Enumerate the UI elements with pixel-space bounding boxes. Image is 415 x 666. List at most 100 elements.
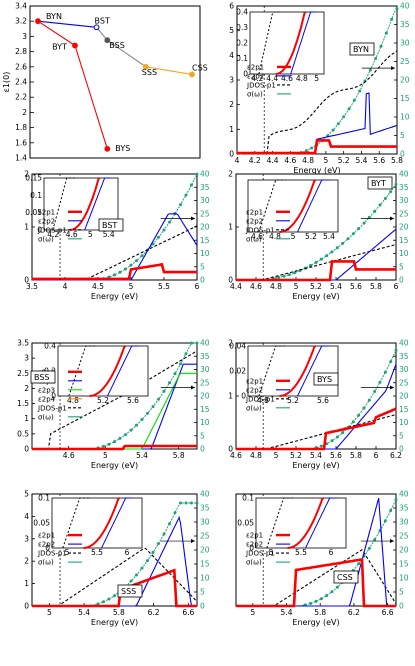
data-point: [104, 37, 111, 44]
point-label: BYN: [46, 12, 62, 21]
legend-label: JDOS-p1: [37, 550, 67, 558]
y2-tick-label: 30: [200, 365, 210, 374]
x-tick-label: 5: [294, 282, 299, 291]
sigma-marker: [351, 420, 355, 424]
x-tick-label: 4.8: [302, 156, 314, 165]
inset-x-tick-label: 4.4: [266, 74, 278, 83]
sigma-marker: [107, 597, 111, 601]
y2-tick-label: 40: [399, 170, 409, 179]
y2-tick-label: 15: [200, 405, 210, 414]
y2-tick-label: 35: [200, 504, 210, 513]
y-tick-label: 5: [24, 490, 29, 499]
y-tick-label: 2.2: [15, 93, 27, 102]
sigma-marker: [389, 360, 393, 364]
legend-label: ε2p2: [38, 541, 55, 549]
legend-label: ε2p2: [246, 386, 263, 394]
inset-x-tick-label: 5: [88, 230, 93, 239]
sigma-marker: [362, 406, 366, 410]
y2-tick-label: 30: [399, 365, 409, 374]
sigma-marker: [107, 442, 111, 446]
sigma-marker: [146, 411, 149, 415]
x-tick-label: 4.4: [267, 156, 279, 165]
data-point: [72, 42, 78, 49]
sigma-marker: [179, 501, 182, 505]
sigma-marker: [373, 538, 377, 542]
point-label: SSS: [142, 68, 157, 77]
axis-arrow-head: [391, 66, 395, 71]
sigma-marker: [168, 381, 171, 385]
y2-tick-label: 35: [400, 20, 410, 29]
sigma-marker: [309, 601, 313, 605]
legend-label: JDOS-p1: [245, 226, 275, 234]
y2-tick-label: 20: [400, 76, 410, 85]
sigma-marker: [282, 274, 286, 278]
x-tick-label: 5: [274, 451, 279, 460]
y2-tick-label: 30: [400, 39, 410, 48]
panel-byn: 4 4.2 4.4 4.6 4.8 5 5.2 5.4 5.6 5.801234560510152…: [229, 2, 410, 176]
y-tick-label: 6: [229, 2, 234, 11]
x-tick-label: 3.5: [26, 282, 38, 291]
legend-label: ε2p2: [246, 217, 263, 225]
y2-tick-label: 5: [399, 431, 404, 440]
sigma-marker: [173, 372, 177, 376]
inset-eps2-p1: [279, 345, 317, 397]
sigma-marker: [304, 149, 308, 153]
sigma-marker: [113, 440, 116, 444]
inset-y-tick-label: 0.4: [44, 342, 56, 351]
y2-tick-label: 30: [200, 196, 210, 205]
sigma-marker: [157, 235, 160, 239]
sigma-marker: [162, 532, 166, 536]
sigma-marker: [358, 89, 362, 93]
inset-x-tick-label: 4.6: [281, 74, 293, 83]
sigma-marker: [129, 428, 133, 432]
legend-label: ε2p1: [247, 63, 264, 71]
sigma-marker: [383, 370, 387, 374]
y-tick-label: 0: [24, 276, 29, 285]
x-tick-label: 5.8: [391, 156, 403, 165]
sigma-marker: [190, 183, 193, 187]
y2-tick-label: 15: [400, 94, 410, 103]
y-tick-label: 4: [229, 51, 234, 60]
panel-tag: BST: [102, 221, 117, 230]
sigma-marker: [140, 418, 144, 422]
x-tick-label: 4.5: [92, 282, 104, 291]
sigma-marker: [129, 579, 133, 583]
x-tick-label: 5: [103, 451, 108, 460]
x-axis-label: Energy (eV): [292, 618, 339, 627]
sigma-marker: [314, 599, 318, 603]
sigma-marker: [378, 203, 382, 207]
panel-tag: BSS: [34, 373, 50, 382]
sigma-marker: [179, 203, 182, 207]
sigma-marker: [102, 444, 105, 448]
y-tick-label: 1.4: [15, 154, 27, 163]
sigma-marker: [195, 341, 199, 345]
y2-tick-label: 0: [200, 602, 205, 611]
sigma-marker: [184, 193, 188, 197]
sigma-marker: [184, 352, 188, 356]
y-tick-label: 4: [24, 512, 29, 521]
y2-tick-label: 5: [200, 431, 205, 440]
sigma-marker: [335, 246, 339, 250]
x-axis-label: Energy (eV): [91, 292, 138, 301]
y2-tick-label: 20: [200, 223, 210, 232]
inset-y-tick-label: 0.1: [30, 191, 42, 200]
y-tick-label: 2: [24, 557, 29, 566]
y2-tick-label: 15: [200, 236, 210, 245]
y-tick-label: 3.4: [15, 2, 27, 11]
y-tick-label: 0.5: [17, 429, 29, 438]
inset-x-tick-label: 5.2: [287, 396, 299, 405]
y2-tick-label: 15: [399, 236, 409, 245]
y2-tick-label: 5: [200, 588, 205, 597]
sigma-marker: [310, 146, 314, 150]
sigma-marker: [384, 31, 388, 35]
y-tick-label: 2.6: [15, 62, 27, 71]
y2-tick-label: 5: [400, 131, 405, 140]
y-tick-label: 2: [24, 170, 29, 179]
series-eps2-p1: [32, 444, 197, 451]
sigma-marker: [374, 57, 378, 61]
y2-tick-label: 20: [399, 392, 409, 401]
sigma-marker: [383, 519, 387, 523]
sigma-marker: [335, 585, 339, 589]
inset-x-tick-label: 5.4: [103, 230, 115, 239]
